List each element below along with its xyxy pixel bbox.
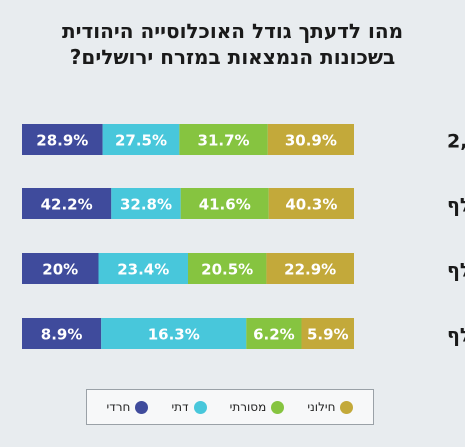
bar-segment-secular-row-2 (268, 188, 354, 219)
bar-segment-religious-row-1 (102, 124, 180, 155)
legend-swatch-religious (193, 400, 207, 414)
category-label-row-1: 2,500 (447, 131, 465, 153)
legend-swatch-traditional (271, 400, 285, 414)
legend-label-traditional: מסורתי (229, 400, 267, 414)
category-label-row-4: 300 אלף (447, 325, 465, 347)
data-label-religious-row-1: 27.5% (115, 132, 167, 150)
bar-segment-traditional-row-2 (180, 188, 269, 219)
legend-item-traditional: מסורתי (230, 400, 285, 414)
data-label-haredi-row-2: 42.2% (41, 196, 93, 214)
chart-title-line-1: מהו לדעתך גודל האוכלוסייה היהודית (61, 19, 404, 43)
bar-segment-traditional-row-1 (179, 124, 268, 155)
legend-item-religious: דתי (171, 400, 207, 414)
category-label-row-3: 150 אלף (447, 260, 465, 282)
bar-segment-secular-row-4 (301, 318, 354, 349)
data-label-haredi-row-1: 28.9% (36, 132, 88, 150)
bar-segment-traditional-row-3 (188, 253, 267, 284)
data-label-haredi-row-4: 8.9% (41, 326, 83, 344)
bar-segment-haredi-row-1 (22, 124, 103, 155)
data-label-secular-row-3: 22.9% (284, 261, 336, 279)
data-label-religious-row-4: 16.3% (148, 326, 200, 344)
data-label-traditional-row-2: 41.6% (199, 196, 251, 214)
legend-item-haredi: חרדי (107, 400, 149, 414)
legend-item-secular: חילוני (307, 400, 354, 414)
data-label-religious-row-3: 23.4% (117, 261, 169, 279)
legend-swatch-haredi (135, 400, 149, 414)
category-label-row-2: 50 אלף (447, 195, 465, 217)
bar-segment-religious-row-4 (101, 318, 247, 349)
data-label-traditional-row-3: 20.5% (201, 261, 253, 279)
legend-label-religious: דתי (171, 400, 189, 414)
bar-segment-traditional-row-4 (246, 318, 302, 349)
data-label-traditional-row-1: 31.7% (198, 132, 250, 150)
data-label-secular-row-2: 40.3% (285, 196, 337, 214)
data-label-secular-row-1: 30.9% (285, 132, 337, 150)
chart-legend: חילוני מסורתי דתי חרדי (86, 389, 374, 425)
data-label-religious-row-2: 32.8% (120, 196, 172, 214)
legend-label-secular: חילוני (307, 400, 336, 414)
chart-title-line-2: בשכונות הנמצאות במזרח ירושלים? (69, 45, 396, 69)
bar-segment-secular-row-1 (267, 124, 354, 155)
legend-swatch-secular (340, 400, 354, 414)
bar-segment-haredi-row-3 (22, 253, 99, 284)
chart-title: מהו לדעתך גודל האוכלוסייה היהודית בשכונו… (0, 18, 465, 70)
bar-segment-religious-row-3 (98, 253, 188, 284)
bar-segment-secular-row-3 (266, 253, 354, 284)
data-label-traditional-row-4: 6.2% (253, 326, 295, 344)
bar-segment-religious-row-2 (111, 188, 181, 219)
bar-segment-haredi-row-2 (22, 188, 112, 219)
data-label-secular-row-4: 5.9% (307, 326, 349, 344)
bar-segment-haredi-row-4 (22, 318, 102, 349)
data-label-haredi-row-3: 20% (42, 261, 78, 279)
legend-label-haredi: חרדי (106, 400, 131, 414)
